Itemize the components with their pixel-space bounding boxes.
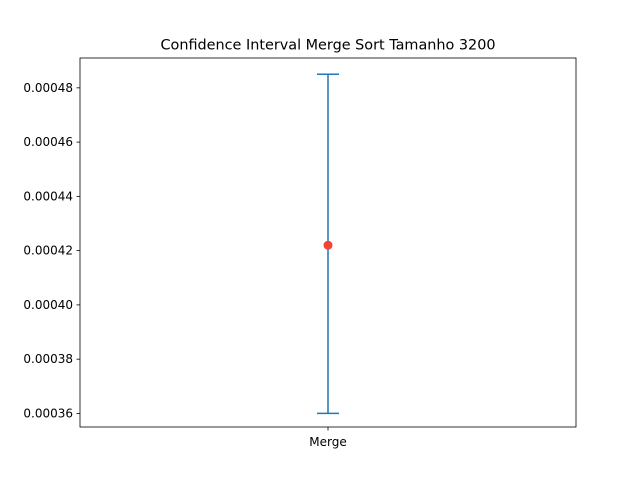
y-tick-label: 0.00046 bbox=[23, 135, 73, 149]
y-axis: 0.00036 0.00038 0.00040 0.00042 0.00044 0.000… bbox=[23, 81, 80, 420]
chart-title: Confidence Interval Merge Sort Tamanho 3… bbox=[160, 38, 495, 54]
y-tick-label: 0.00036 bbox=[23, 406, 73, 420]
mean-marker bbox=[323, 240, 333, 250]
y-tick-label: 0.00042 bbox=[23, 244, 73, 258]
x-axis: Merge bbox=[309, 427, 347, 449]
y-tick-label: 0.00038 bbox=[23, 352, 73, 366]
y-tick-label: 0.00044 bbox=[23, 189, 73, 203]
x-tick-label: Merge bbox=[309, 435, 346, 449]
plot-marks bbox=[317, 73, 339, 415]
plot-frame bbox=[79, 57, 577, 428]
y-tick-label: 0.00048 bbox=[23, 81, 73, 95]
y-tick-label: 0.00040 bbox=[23, 298, 73, 312]
